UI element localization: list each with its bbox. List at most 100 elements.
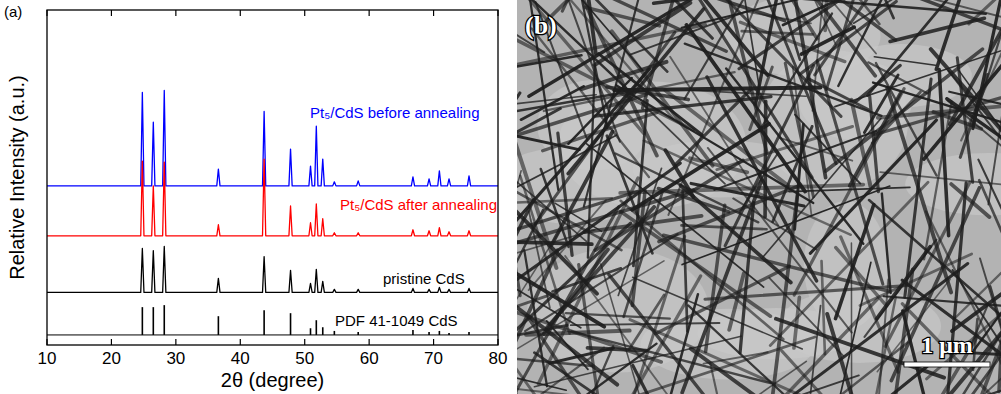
x-tick-top (369, 10, 370, 16)
nanorod (931, 49, 1001, 237)
reference-stick (263, 310, 265, 335)
nanorod (517, 261, 664, 385)
nanorod (924, 102, 951, 260)
series-label: pristine CdS (383, 270, 465, 287)
x-tick-top (240, 10, 241, 16)
x-tick-label: 60 (360, 349, 379, 368)
nanorod (708, 148, 852, 333)
reference-stick (153, 307, 155, 335)
x-tick-label: 50 (295, 349, 314, 368)
nanorod (795, 124, 804, 229)
reference-stick (310, 328, 312, 335)
nanorod (544, 250, 608, 335)
nanorod (656, 266, 789, 333)
series-label: Pt₅/CdS before annealing (310, 104, 480, 121)
x-tick (304, 339, 305, 345)
nanorod (517, 171, 521, 299)
nanorod (882, 194, 891, 293)
reference-stick (428, 332, 430, 335)
nanorod (532, 28, 649, 177)
nanorod (633, 366, 659, 394)
nanorod (694, 90, 807, 96)
reference-stick (142, 307, 144, 335)
nanorod (670, 57, 778, 225)
nanorod (682, 180, 762, 392)
reference-stick (412, 330, 414, 335)
nanorod (588, 66, 595, 258)
nanorod (870, 97, 879, 192)
panel-b: (b)1 μm (424, 0, 1001, 394)
nanorod (835, 205, 873, 319)
xrd-pattern (47, 159, 498, 236)
x-tick (433, 339, 434, 345)
x-tick-top (433, 10, 434, 16)
nanorod (517, 0, 673, 119)
nanorod (902, 280, 1001, 390)
nanorod (688, 305, 818, 394)
nanorod (683, 0, 767, 75)
y-axis-title: Relative Intensity (a.u.) (6, 75, 28, 280)
x-tick (369, 339, 370, 345)
x-tick-label: 40 (231, 349, 250, 368)
reference-stick (218, 316, 220, 335)
nanorod (860, 254, 972, 306)
nanorod (874, 57, 935, 65)
nanorod (517, 69, 649, 231)
panel-label: (b) (525, 11, 557, 40)
nanorod (924, 20, 1001, 159)
nanorod (827, 314, 869, 394)
reference-stick (357, 332, 359, 335)
reference-stick (163, 305, 165, 335)
nanorod (658, 188, 729, 212)
nanorod (607, 136, 652, 253)
nanorod (534, 336, 741, 387)
nanorod (822, 261, 825, 354)
x-axis-title: 2θ (degree) (221, 369, 324, 391)
x-tick-label: 80 (489, 349, 508, 368)
stick-baseline (47, 334, 498, 335)
x-tick (175, 339, 176, 345)
nanorod (870, 0, 894, 18)
nanorod (598, 54, 702, 135)
nanorod (517, 352, 592, 366)
nanorod (517, 296, 548, 315)
nanorod (706, 205, 725, 351)
nanorod (836, 0, 1001, 38)
xrd-pattern (47, 90, 498, 185)
nanorod (867, 0, 958, 96)
nanorod (789, 187, 910, 191)
nanorod (782, 351, 873, 394)
series-label: PDF 41-1049 CdS (335, 312, 458, 329)
nanorod (835, 41, 1001, 107)
nanorod (841, 237, 899, 372)
reference-stick (468, 332, 470, 335)
nanorod (517, 36, 693, 130)
x-tick-label: 70 (424, 349, 443, 368)
x-tick-top (111, 10, 112, 16)
nanorod (594, 3, 690, 65)
micrograph (517, 0, 1001, 394)
reference-stick (316, 320, 318, 335)
nanorod (529, 318, 584, 394)
x-tick (111, 339, 112, 345)
nanorod (562, 0, 585, 11)
nanorod (784, 0, 826, 178)
scale-bar (904, 362, 990, 367)
nanorod (854, 0, 909, 23)
x-tick-label: 10 (38, 349, 57, 368)
nanorod (683, 191, 688, 331)
nanorod (568, 78, 631, 144)
nanorod (933, 112, 981, 129)
nanorod (763, 101, 767, 217)
reference-stick (448, 333, 450, 335)
panel-label: (a) (4, 3, 22, 20)
nanorod (633, 277, 803, 349)
xrd-pattern (47, 247, 498, 293)
nanorod (740, 22, 844, 61)
nanorod (665, 150, 693, 197)
reference-stick (334, 331, 336, 335)
nanorod (802, 306, 821, 394)
nanorod (742, 0, 759, 89)
nanorod (891, 188, 979, 381)
x-tick-top (304, 10, 305, 16)
